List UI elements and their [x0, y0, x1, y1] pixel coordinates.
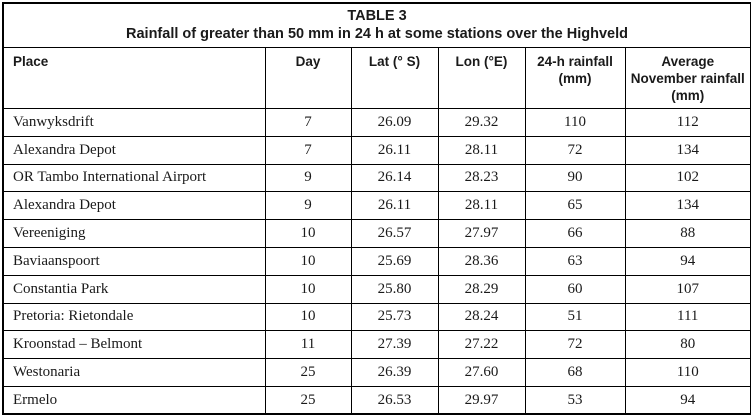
cell-lon: 28.11	[437, 191, 526, 221]
cell-24h-rainfall: 63	[524, 246, 626, 276]
cell-lon: 28.29	[437, 274, 526, 304]
cell-lon: 28.36	[437, 246, 526, 276]
cell-lon: 29.97	[437, 385, 526, 415]
cell-avg-november-rainfall: 134	[624, 191, 751, 221]
cell-avg-november-rainfall: 112	[624, 108, 751, 137]
table-row: Westonaria 25 26.39 27.60 68 110	[2, 358, 751, 387]
cell-avg-november-rainfall: 111	[624, 302, 751, 332]
column-header-lat: Lat (° S)	[350, 47, 439, 109]
cell-lon: 27.22	[437, 330, 526, 360]
cell-place: Vanwyksdrift	[2, 108, 266, 137]
cell-24h-rainfall: 53	[524, 385, 626, 415]
table-title: TABLE 3	[347, 8, 407, 24]
cell-lat: 26.53	[350, 385, 439, 415]
caption-row: TABLE 3 Rainfall of greater than 50 mm i…	[2, 2, 751, 48]
cell-avg-november-rainfall: 94	[624, 246, 751, 276]
cell-lat: 26.09	[350, 108, 439, 137]
cell-lat: 25.73	[350, 302, 439, 332]
cell-lon: 28.24	[437, 302, 526, 332]
cell-lon: 28.23	[437, 163, 526, 193]
column-header-lon: Lon (°E)	[437, 47, 526, 109]
cell-place: Pretoria: Rietondale	[2, 302, 266, 332]
column-header-24h-rainfall: 24-h rainfall (mm)	[524, 47, 626, 109]
cell-day: 25	[264, 358, 352, 387]
cell-lat: 26.57	[350, 219, 439, 248]
cell-lat: 27.39	[350, 330, 439, 360]
cell-day: 10	[264, 274, 352, 304]
cell-lat: 26.11	[350, 191, 439, 221]
cell-day: 9	[264, 163, 352, 193]
cell-place: Westonaria	[2, 358, 266, 387]
cell-lat: 25.80	[350, 274, 439, 304]
table-caption: TABLE 3 Rainfall of greater than 50 mm i…	[2, 2, 751, 48]
cell-avg-november-rainfall: 80	[624, 330, 751, 360]
table-row: Baviaanspoort 10 25.69 28.36 63 94	[2, 246, 751, 276]
cell-day: 10	[264, 302, 352, 332]
cell-place: Baviaanspoort	[2, 246, 266, 276]
cell-day: 10	[264, 219, 352, 248]
table-row: Ermelo 25 26.53 29.97 53 94	[2, 385, 751, 415]
column-header-avg-november-rainfall: Average November rainfall (mm)	[624, 47, 751, 109]
cell-day: 9	[264, 191, 352, 221]
column-header-day: Day	[264, 47, 352, 109]
cell-24h-rainfall: 72	[524, 135, 626, 165]
cell-day: 11	[264, 330, 352, 360]
table-row: Alexandra Depot 9 26.11 28.11 65 134	[2, 191, 751, 221]
cell-avg-november-rainfall: 134	[624, 135, 751, 165]
cell-avg-november-rainfall: 102	[624, 163, 751, 193]
table-body: Vanwyksdrift 7 26.09 29.32 110 112 Alexa…	[2, 108, 751, 415]
cell-24h-rainfall: 66	[524, 219, 626, 248]
cell-place: Constantia Park	[2, 274, 266, 304]
table-subtitle: Rainfall of greater than 50 mm in 24 h a…	[126, 26, 628, 42]
cell-lon: 27.60	[437, 358, 526, 387]
cell-lon: 28.11	[437, 135, 526, 165]
cell-place: Alexandra Depot	[2, 191, 266, 221]
cell-lat: 26.14	[350, 163, 439, 193]
table-row: Vereeniging 10 26.57 27.97 66 88	[2, 219, 751, 248]
table-row: Constantia Park 10 25.80 28.29 60 107	[2, 274, 751, 304]
cell-avg-november-rainfall: 107	[624, 274, 751, 304]
cell-24h-rainfall: 65	[524, 191, 626, 221]
cell-place: Ermelo	[2, 385, 266, 415]
cell-place: Alexandra Depot	[2, 135, 266, 165]
cell-lon: 27.97	[437, 219, 526, 248]
cell-24h-rainfall: 110	[524, 108, 626, 137]
table-row: Kroonstad – Belmont 11 27.39 27.22 72 80	[2, 330, 751, 360]
cell-lat: 26.39	[350, 358, 439, 387]
cell-24h-rainfall: 90	[524, 163, 626, 193]
cell-day: 10	[264, 246, 352, 276]
cell-place: Kroonstad – Belmont	[2, 330, 266, 360]
header-row: Place Day Lat (° S) Lon (°E) 24-h rainfa…	[2, 47, 751, 109]
column-header-place: Place	[2, 47, 266, 109]
cell-place: Vereeniging	[2, 219, 266, 248]
cell-lat: 26.11	[350, 135, 439, 165]
cell-day: 7	[264, 108, 352, 137]
table-row: Pretoria: Rietondale 10 25.73 28.24 51 1…	[2, 302, 751, 332]
cell-24h-rainfall: 68	[524, 358, 626, 387]
cell-24h-rainfall: 72	[524, 330, 626, 360]
cell-24h-rainfall: 51	[524, 302, 626, 332]
cell-24h-rainfall: 60	[524, 274, 626, 304]
cell-avg-november-rainfall: 94	[624, 385, 751, 415]
cell-avg-november-rainfall: 110	[624, 358, 751, 387]
table-row: Alexandra Depot 7 26.11 28.11 72 134	[2, 135, 751, 165]
cell-place: OR Tambo International Airport	[2, 163, 266, 193]
cell-day: 25	[264, 385, 352, 415]
cell-day: 7	[264, 135, 352, 165]
cell-lon: 29.32	[437, 108, 526, 137]
cell-lat: 25.69	[350, 246, 439, 276]
table-row: Vanwyksdrift 7 26.09 29.32 110 112	[2, 108, 751, 137]
table-row: OR Tambo International Airport 9 26.14 2…	[2, 163, 751, 193]
cell-avg-november-rainfall: 88	[624, 219, 751, 248]
